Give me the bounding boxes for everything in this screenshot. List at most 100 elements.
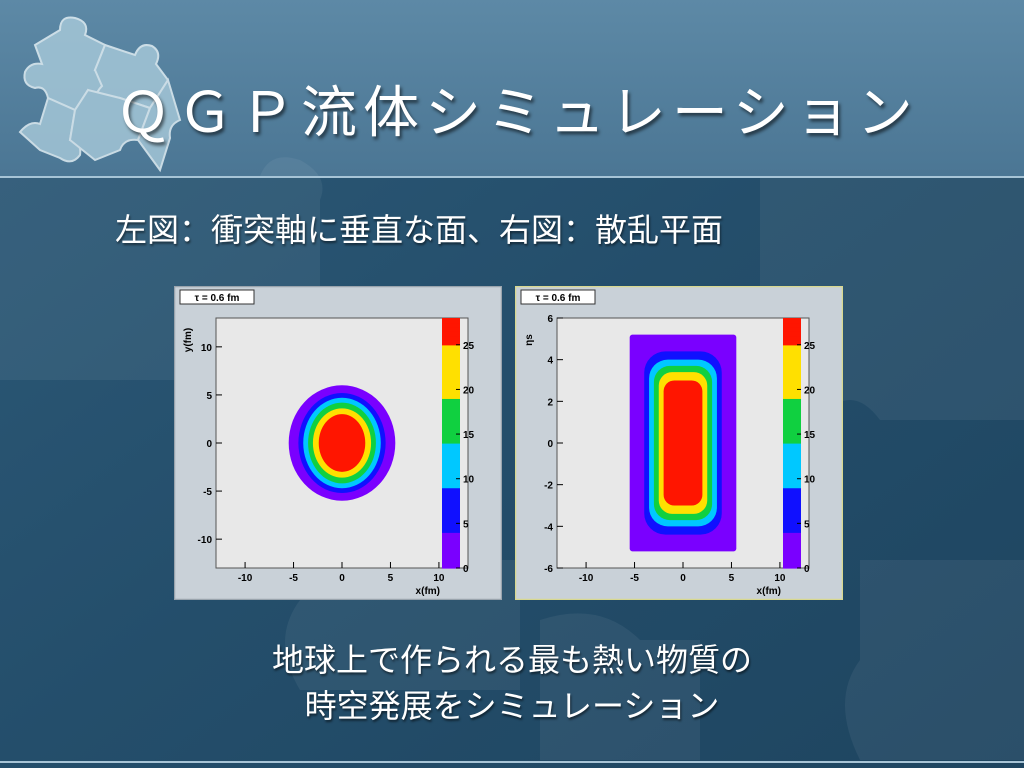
x-axis-label: x(fm) [757,586,781,597]
colorbar-tick-label: 0 [804,564,810,575]
colorbar-segment [783,496,801,502]
x-tick-label: 10 [774,573,786,584]
colorbar-segment [442,478,460,484]
colorbar-segment [442,550,460,556]
colorbar-segment [442,545,460,551]
colorbar-segment [783,416,801,422]
colorbar-segment [442,407,460,413]
colorbar-segment [442,318,460,324]
colorbar-segment [783,322,801,328]
heatmap-chart-1: 0 5 10 15 20 25 -10 -5 0 5 10 -10 -5 0 5 10 x(fm) y(fm) τ … [174,286,502,600]
colorbar-segment [442,509,460,516]
colorbar-segment [783,318,801,324]
colorbar-segment [783,536,801,542]
y-tick-label: 4 [547,356,553,367]
colorbar-segment [783,407,801,413]
colorbar-segment [783,559,801,565]
caption-line-2: 時空発展をシミュレーション [304,687,720,725]
colorbar-segment [783,550,801,556]
colorbar-segment [442,456,460,462]
puzzle-background-shapes [0,157,1024,760]
heatmap-panel-scattering: 0 5 10 15 20 25 -10 -5 0 5 10 -6 -4 -2 0 2 4 6 x(fm) ηs τ = … [515,286,843,600]
colorbar-segment [783,541,801,547]
colorbar-segment [783,331,801,337]
colorbar-segment [783,371,801,377]
colorbar-segment [783,492,801,498]
colorbar-segment [442,425,460,431]
colorbar-segment [442,326,460,332]
colorbar-segment [783,514,801,520]
colorbar-segment [442,447,460,453]
chart-title: τ = 0.6 fm [195,293,240,304]
colorbar-segment [783,483,801,489]
caption-line-1: 地球上で作られる最も熱い物質の [271,641,752,679]
colorbar-segment [442,389,460,395]
colorbar-segment [442,331,460,337]
axes: -10 -5 0 5 10 -6 -4 -2 0 2 4 6 [544,314,786,584]
axes: -10 -5 0 5 10 -10 -5 0 5 10 [198,343,445,584]
x-tick-label: 5 [729,573,735,584]
y-tick-label: 2 [547,397,553,408]
y-tick-label: 0 [206,439,212,450]
colorbar-segment [783,349,801,355]
y-tick-label: -6 [544,564,553,575]
colorbar-tick-label: 20 [804,385,816,396]
colorbar-segment [783,456,801,462]
x-tick-label: -5 [289,573,298,584]
colorbar-tick-label: 5 [804,519,810,530]
colorbar-segment [783,474,801,480]
colorbar-segment [783,447,801,453]
colorbar-segment [783,367,801,373]
colorbar-tick-label: 25 [463,341,475,352]
colorbar-segment [442,367,460,373]
colorbar-segment [783,429,801,435]
colorbar-segment [442,376,460,382]
title-box [520,289,596,305]
colorbar-segment [442,474,460,480]
colorbar-segment [783,443,801,449]
colorbar-segment [442,514,460,520]
colorbar-segment [783,393,801,399]
x-tick-label: 10 [433,573,445,584]
colorbar-segment [783,509,801,516]
colorbar-segment [442,536,460,542]
colorbar-segment [442,411,460,417]
colorbar-segment [442,443,460,449]
heatmap-contour-6 [663,380,703,506]
y-axis-label: y(fm) [183,328,194,352]
colorbar-segment [783,451,801,457]
colorbar-tick-label: 15 [463,430,475,441]
colorbar-segment [783,434,801,440]
colorbar-segment [783,563,801,569]
y-tick-label: 0 [547,439,553,450]
colorbar-tick-label: 20 [463,385,475,396]
y-axis-label: ηs [524,334,535,346]
colorbar-segment [783,335,801,341]
colorbar-segment [442,554,460,560]
colorbar-segment [442,518,460,524]
colorbar-segment [442,559,460,565]
colorbar-segment [442,398,460,404]
y-tick-label: 6 [547,314,553,325]
colorbar-segment [442,465,460,471]
colorbar-segment [442,429,460,435]
x-tick-label: 0 [680,573,686,584]
chart-title: τ = 0.6 fm [536,293,581,304]
colorbar-segment [783,478,801,484]
colorbar: 0 5 10 15 20 25 [783,318,816,575]
colorbar-segment [783,398,801,404]
colorbar-segment [442,527,460,533]
slide-caption: 地球上で作られる最も熱い物質の 時空発展をシミュレーション [0,637,1024,729]
x-tick-label: -10 [238,573,253,584]
colorbar-segment [442,469,460,475]
colorbar-segment [442,340,460,346]
colorbar-segment [442,380,460,386]
colorbar-segment [442,362,460,368]
slide-title: ＱＧＰ流体シミュレーション [115,81,919,146]
colorbar-segment [783,532,801,538]
colorbar-segment [783,340,801,346]
colorbar-segment [783,438,801,444]
colorbar-segment [442,371,460,377]
colorbar-segment [442,335,460,341]
colorbar-segment [783,501,801,507]
